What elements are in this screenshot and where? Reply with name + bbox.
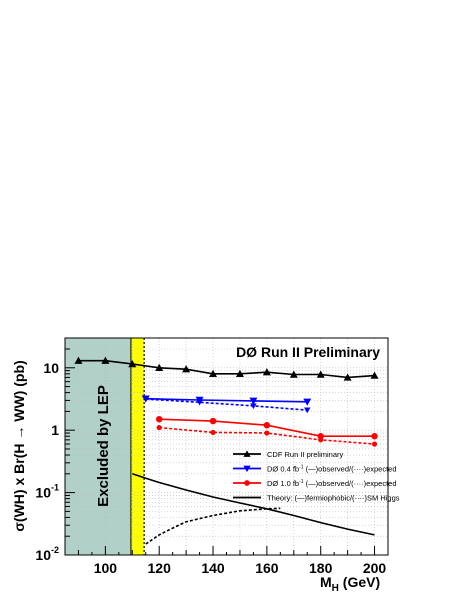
y-tick-label: 1 [51,422,59,438]
data-point-triangle-up [262,368,271,376]
data-point-triangle-down [303,398,312,406]
data-point-triangle-up [243,450,251,457]
data-point-triangle-down [243,465,251,473]
data-point-triangle-up [235,369,244,378]
data-point-circle [244,480,250,486]
series-line-0 [78,359,375,379]
x-tick-label: 180 [309,560,333,576]
x-axis-label-main: M [320,574,332,590]
chart-title: DØ Run II Preliminary [236,344,380,360]
legend-label: DØ 0.4 fb-1 (—)observed/(····)expected [267,465,397,474]
data-point-triangle-down [250,403,257,410]
y-tick-label: 10 [43,360,59,376]
data-point-circle [317,433,324,440]
excluded-region-label: Excluded by LEP [95,385,112,507]
data-point-triangle-up [370,371,379,379]
lep-excluded-region [65,338,131,555]
data-point-circle [156,425,162,431]
x-axis-label: MH (GeV) [320,574,380,594]
legend-label: CDF Run II preliminary [267,450,344,459]
data-point-triangle-up [128,359,137,368]
y-tick-label: 10-2 [35,545,59,563]
x-tick-label: 140 [201,560,225,576]
x-tick-label: 160 [255,560,279,576]
data-point-triangle-down [196,399,203,406]
series-line-6 [145,507,281,545]
legend-label: DØ 1.0 fb-1 (—)observed/(····)expected [267,479,397,488]
data-point-triangle-up [74,356,83,364]
x-tick-label: 100 [94,560,118,576]
data-point-triangle-up [289,370,298,378]
x-axis-label-unit: (GeV) [339,574,380,590]
series-line-1 [145,397,308,403]
data-point-triangle-down [304,407,311,414]
data-point-triangle-down [142,396,149,403]
x-tick-label: 120 [148,560,172,576]
series-line-5 [132,473,375,536]
data-point-triangle-up [343,373,352,381]
data-point-triangle-up [209,369,218,378]
legend-label: Theory: (—)fermiophobic/(····)SM Higgs [267,494,400,503]
data-point-circle [264,430,270,436]
data-point-circle [318,437,324,443]
x-axis-label-sub: H [332,583,339,594]
data-point-circle [209,417,217,425]
y-tick-label: 10-1 [35,483,59,501]
data-point-triangle-up [182,365,191,373]
data-point-triangle-down [249,397,258,405]
data-point-circle [156,415,163,423]
x-tick-label: 200 [363,560,387,576]
data-point-triangle-up [316,370,325,378]
data-point-triangle-up [101,356,110,364]
data-point-circle [371,433,378,440]
yellow-band [130,338,145,555]
data-point-circle [210,429,216,436]
y-axis-label: σ(WH) x Br(H → WW) (pb) [11,360,27,531]
series-line-2 [145,398,308,411]
data-point-circle [371,441,378,447]
data-point-circle [263,422,271,429]
data-point-triangle-up [155,363,164,371]
